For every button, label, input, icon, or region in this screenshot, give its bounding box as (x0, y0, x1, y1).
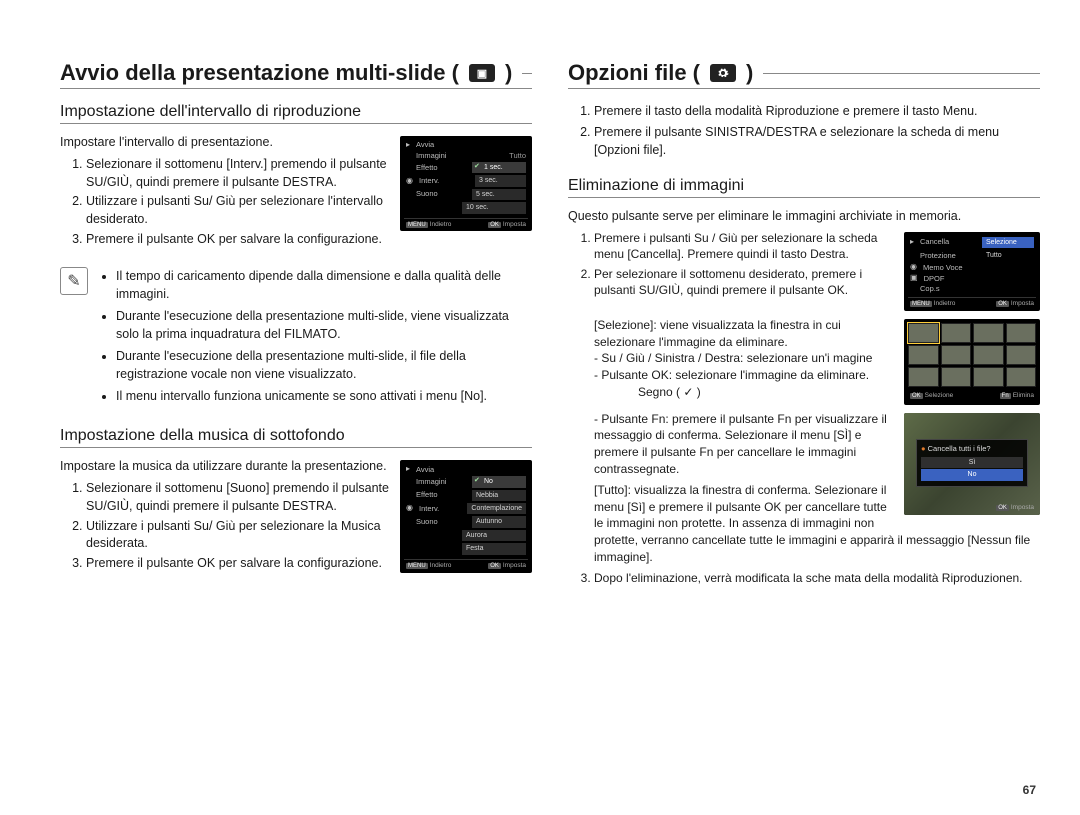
sec2-title: Impostazione della musica di sottofondo (60, 427, 532, 448)
play-icon: ◉ (910, 262, 917, 273)
back-label: MENUIndietro (406, 221, 451, 230)
rsec1-lead: Questo pulsante serve per eliminare le i… (568, 208, 1040, 225)
delete-menu-screenshot: ▸Cancella Selezione Protezione Tutto ◉Me… (904, 232, 1040, 311)
list-item: Il menu intervallo funziona unicamente s… (116, 387, 532, 405)
list-item: Durante l'esecuzione della presentazione… (116, 347, 532, 383)
rsec1-title: Eliminazione di immagini (568, 177, 1040, 198)
left-heading: Avvio della presentazione multi-slide ( … (60, 60, 532, 89)
play-icon: ◉ (406, 503, 413, 514)
tick-icon: ▸ (406, 464, 410, 475)
list-item: Dopo l'eliminazione, verrà modificata la… (594, 570, 1040, 587)
right-heading: Opzioni file ( ) (568, 60, 1040, 89)
left-heading-end: ) (505, 60, 512, 86)
list-item: Premere il pulsante OK per salvare la co… (86, 231, 532, 249)
step3-list: Dopo l'eliminazione, verrà modificata la… (568, 570, 1040, 587)
left-heading-text: Avvio della presentazione multi-slide ( (60, 60, 459, 86)
music-screenshot: ▸Avvia Immagini No Effetto Nebbia ◉Inter… (400, 460, 532, 572)
tick-icon: ▸ (406, 140, 410, 151)
tick-icon: ▸ (910, 237, 914, 248)
list-item: Il tempo di caricamento dipende dalla di… (116, 267, 532, 303)
list-item: Premere il tasto della modalità Riproduz… (594, 103, 1040, 121)
slideshow-icon (469, 64, 495, 82)
interval-screenshot: ▸Avvia ImmaginiTutto Effetto 1 sec. ◉Int… (400, 136, 532, 231)
right-heading-end: ) (746, 60, 753, 86)
play-icon: ◉ (406, 176, 413, 187)
set-label: OKImposta (488, 221, 526, 230)
list-item: Durante l'esecuzione della presentazione… (116, 307, 532, 343)
sec1-title: Impostazione dell'intervallo di riproduz… (60, 103, 532, 124)
gear-icon (710, 64, 736, 82)
memo-icon: ✎ (60, 267, 88, 295)
page-number: 67 (1023, 783, 1036, 797)
intro-steps: Premere il tasto della modalità Riproduz… (568, 103, 1040, 159)
rule (522, 73, 532, 74)
thumbnails-screenshot: OKSelezione FnElimina (904, 319, 1040, 405)
list-item: Premere il pulsante SINISTRA/DESTRA e se… (594, 124, 1040, 160)
confirm-screenshot: ● Cancella tutti i file? Sì No OKImposta (904, 413, 1040, 515)
right-heading-text: Opzioni file ( (568, 60, 700, 86)
note-box: ✎ Il tempo di caricamento dipende dalla … (60, 267, 532, 410)
dpof-icon: ▣ (910, 273, 918, 284)
rule (763, 73, 1040, 74)
